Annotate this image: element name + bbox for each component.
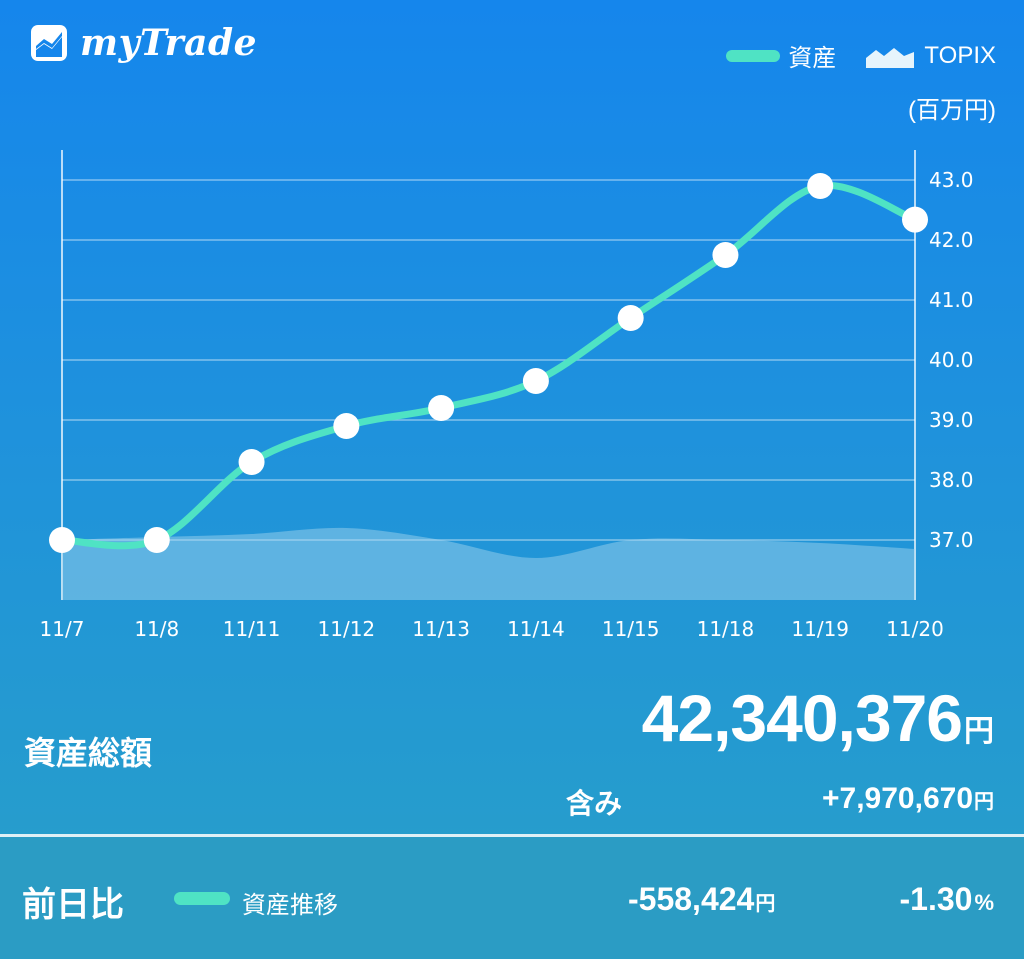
y-tick-label: 42.0 — [929, 228, 974, 252]
chart-legend: 資産 TOPIX — [696, 38, 996, 73]
asset-chart[interactable]: 37.0 38.0 39.0 40.0 41.0 42.0 43.0 11/7 11/8 11/1… — [0, 140, 1024, 660]
daily-change-label: 前日比 — [22, 886, 124, 924]
data-point — [522, 368, 549, 394]
daily-change-number: -558,424 — [628, 881, 755, 917]
data-point — [333, 413, 360, 439]
daily-change-yen: 円 — [755, 893, 776, 915]
data-point — [238, 449, 265, 475]
yen-unit-small: 円 — [974, 791, 994, 813]
data-point — [617, 305, 644, 331]
area-chart-icon — [866, 47, 915, 68]
data-point — [902, 206, 928, 233]
topix-area — [62, 527, 915, 600]
data-point — [807, 173, 834, 199]
x-tick-label: 11/19 — [791, 617, 849, 641]
asset-line — [58, 181, 919, 550]
legend-asset-label: 資産 — [788, 45, 837, 72]
x-tick-label: 11/13 — [412, 617, 470, 641]
data-point — [428, 395, 455, 421]
x-tick-label: 11/8 — [134, 617, 179, 641]
app-title: myTrade — [80, 22, 258, 64]
y-tick-label: 37.0 — [929, 528, 974, 552]
y-tick-label: 40.0 — [929, 348, 974, 372]
percent-sign: % — [974, 890, 994, 915]
app-header: myTrade — [30, 22, 257, 64]
unrealized-number: +7,970,670 — [822, 782, 973, 815]
daily-change-percent: -1.30 % — [900, 881, 995, 918]
daily-change-percent-number: -1.30 — [899, 881, 973, 917]
total-assets-value: 42,340,376 円 — [642, 680, 994, 756]
legend-topix-label: TOPIX — [924, 41, 996, 69]
x-tick-label: 11/18 — [697, 617, 755, 641]
y-tick-label: 43.0 — [929, 168, 974, 192]
x-tick-label: 11/15 — [602, 617, 660, 641]
yen-unit: 円 — [964, 715, 994, 748]
logo-icon — [31, 25, 67, 61]
y-tick-label: 38.0 — [929, 468, 974, 492]
data-point — [143, 527, 170, 553]
legend-item-topix[interactable]: TOPIX — [866, 42, 996, 70]
asset-line-swatch — [726, 49, 781, 62]
daily-change-amount: -558,424 円 — [628, 881, 775, 918]
y-tick-label: 39.0 — [929, 408, 974, 432]
trend-line-swatch — [174, 892, 230, 905]
x-tick-label: 11/7 — [40, 617, 85, 641]
legend-item-asset[interactable]: 資産 — [726, 38, 836, 73]
y-tick-label: 41.0 — [929, 288, 974, 312]
total-assets-label: 資産総額 — [24, 735, 153, 771]
trend-label[interactable]: 資産推移 — [242, 892, 338, 919]
x-tick-label: 11/14 — [507, 617, 565, 641]
x-tick-label: 11/20 — [886, 617, 944, 641]
x-tick-label: 11/12 — [318, 617, 376, 641]
x-tick-label: 11/11 — [223, 617, 281, 641]
total-assets-number: 42,340,376 — [641, 681, 963, 755]
unit-label: (百万円) — [908, 97, 996, 124]
data-point — [49, 527, 75, 553]
unrealized-value: +7,970,670 円 — [822, 782, 994, 816]
unrealized-label: 含み — [566, 788, 623, 819]
data-point — [712, 242, 739, 268]
daily-change-bar: 前日比 資産推移 -558,424 円 -1.30 % — [0, 834, 1024, 959]
